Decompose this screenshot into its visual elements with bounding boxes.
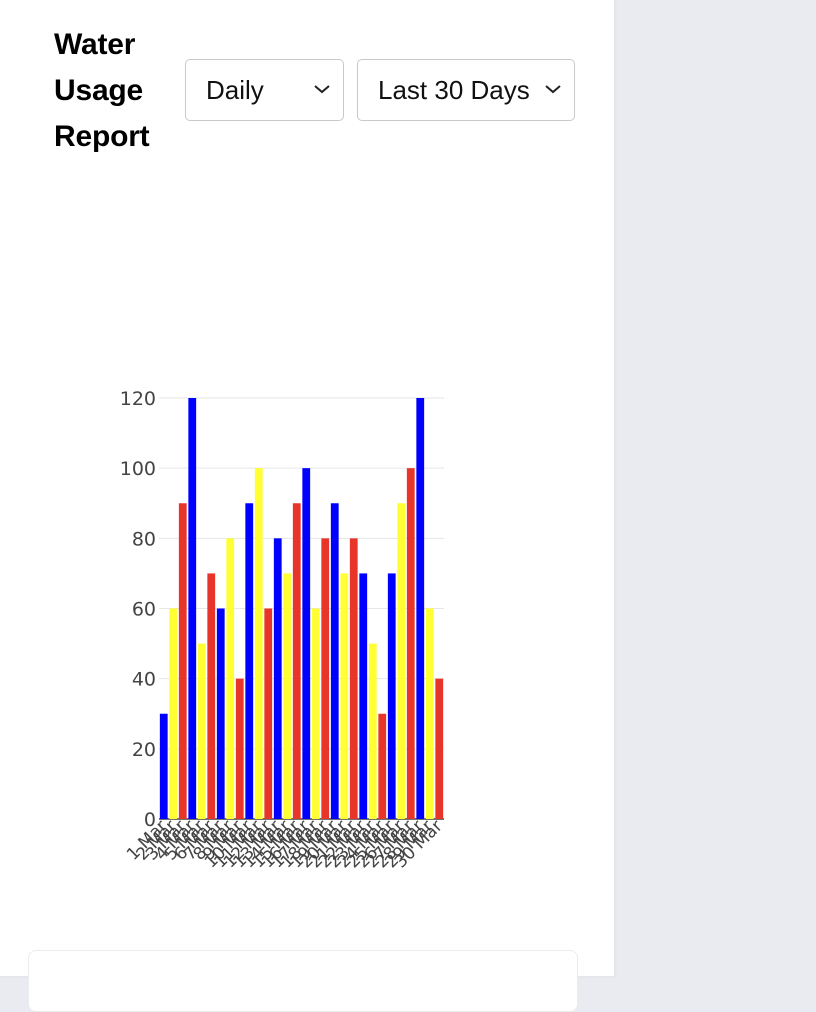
bar[interactable] [368,643,377,819]
bar[interactable] [387,573,396,819]
frequency-select-value: Daily [206,74,264,105]
bar[interactable] [330,503,339,819]
y-tick-label: 120 [120,388,156,410]
chevron-down-icon [314,85,330,94]
bar[interactable] [254,468,263,819]
chevron-down-icon [545,85,561,94]
bar[interactable] [340,573,349,819]
y-tick-label: 40 [132,669,156,691]
bar[interactable] [273,538,282,819]
bar[interactable] [321,538,330,819]
bar[interactable] [169,608,178,820]
bar[interactable] [283,573,292,819]
bar[interactable] [378,713,387,819]
bar[interactable] [245,503,254,819]
bar[interactable] [197,643,206,819]
summary-card [28,950,578,1012]
y-axis: 0 20 40 60 80 100 120 [120,388,156,831]
bar[interactable] [302,468,311,819]
grid-layer [159,397,444,820]
y-tick-label: 60 [132,599,156,621]
bar[interactable] [359,573,368,819]
bar[interactable] [159,713,168,819]
bar[interactable] [207,573,216,819]
frequency-select[interactable]: Daily [185,59,344,121]
y-tick-label: 100 [120,458,156,480]
bar[interactable] [406,468,415,819]
bar[interactable] [397,503,406,819]
bar[interactable] [416,398,425,819]
y-tick-label: 20 [132,739,156,761]
y-tick-label: 80 [132,528,156,550]
y-tick-label: 0 [144,809,156,831]
bar[interactable] [226,538,235,819]
bar[interactable] [435,678,444,819]
bar[interactable] [188,398,197,819]
bar[interactable] [235,678,244,819]
side-pane [640,0,816,976]
range-select[interactable]: Last 30 Days [357,59,575,121]
report-panel: Water Usage Report Daily Last 30 Days 0 2… [0,0,614,1012]
bar[interactable] [292,503,301,819]
bars-layer [159,398,444,820]
bar[interactable] [264,608,273,820]
page-title: Water Usage Report [54,28,150,153]
bar[interactable] [216,608,225,820]
range-select-value: Last 30 Days [378,74,530,105]
bar[interactable] [425,608,434,820]
bar[interactable] [178,503,187,819]
bar[interactable] [349,538,358,819]
bar[interactable] [311,608,320,820]
